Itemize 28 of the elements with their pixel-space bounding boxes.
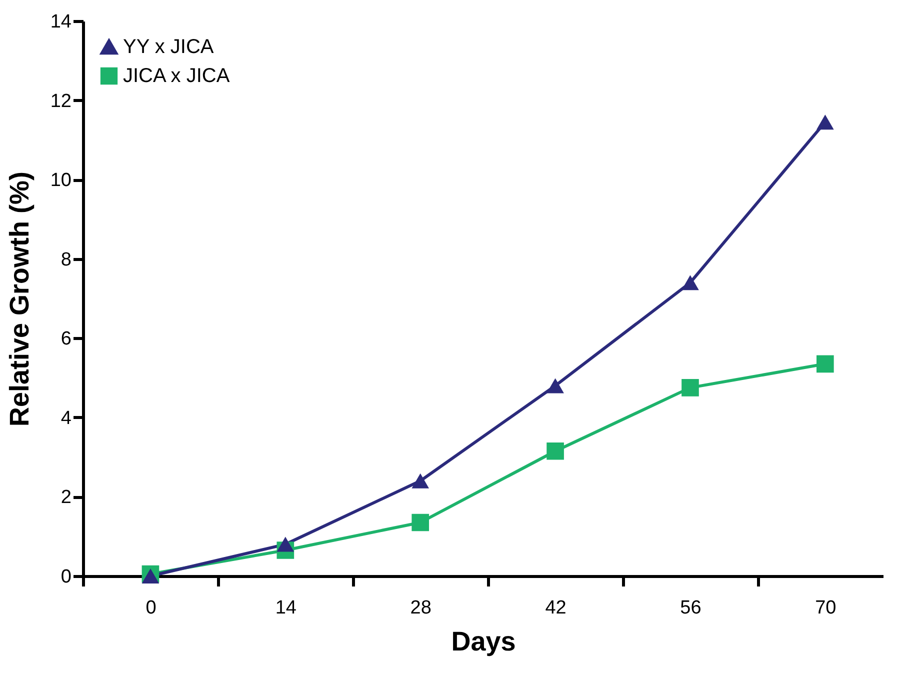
x-tick-label: 14 xyxy=(275,598,297,618)
point xyxy=(412,473,430,488)
point xyxy=(816,355,834,373)
point xyxy=(142,568,160,584)
point xyxy=(546,378,564,394)
x-axis-title: Days xyxy=(451,626,516,656)
x-tick-label: 0 xyxy=(146,598,156,618)
legend-label: JICA x JICA xyxy=(123,65,230,87)
y-tick-label: 12 xyxy=(50,90,72,112)
y-tick-label: 8 xyxy=(60,249,72,270)
point xyxy=(816,114,834,130)
legend-label: YY x JICA xyxy=(123,36,214,58)
point xyxy=(546,442,564,460)
point xyxy=(682,275,699,290)
y-tick-label: 6 xyxy=(60,328,72,350)
y-tick-label: 4 xyxy=(60,408,72,429)
x-tick-label: 42 xyxy=(545,598,566,618)
x-tick-label: 28 xyxy=(410,598,432,618)
y-tick-label: 2 xyxy=(60,487,72,508)
y-axis-title: Relative Growth (%) xyxy=(4,171,34,427)
y-tick-label: 10 xyxy=(50,170,72,192)
x-tick-label: 56 xyxy=(680,598,702,618)
point xyxy=(276,536,294,552)
point xyxy=(682,379,699,396)
y-tick-label: 14 xyxy=(50,12,72,32)
y-tick-label: 0 xyxy=(60,566,72,588)
x-tick-label: 70 xyxy=(815,598,836,618)
point xyxy=(412,514,430,532)
